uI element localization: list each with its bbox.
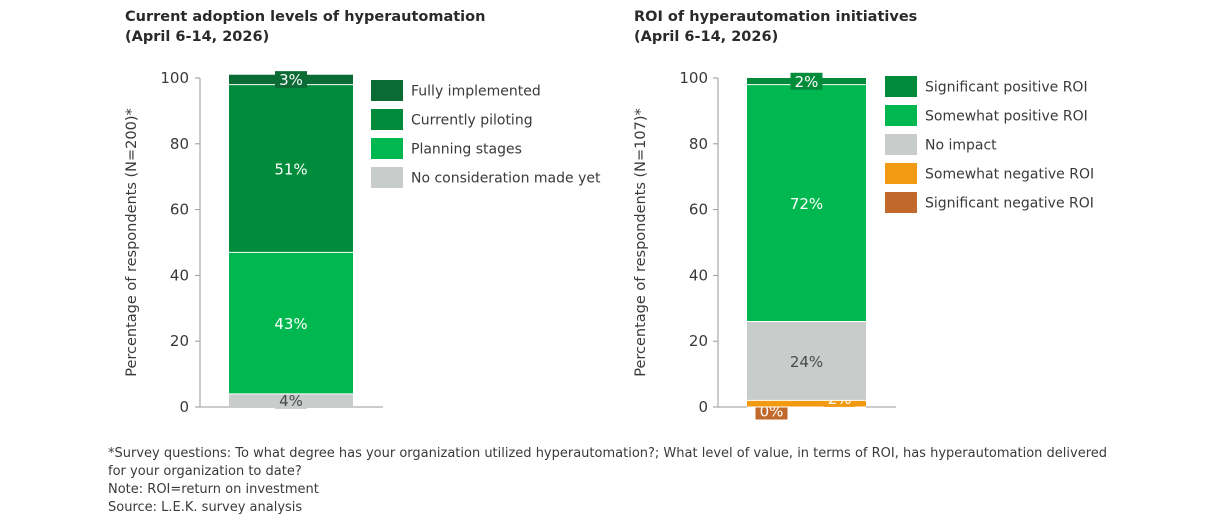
y-tick-label: 80 [170,135,189,153]
footnote-note: Note: ROI=return on investment [108,482,319,497]
legend-label: No consideration made yet [411,171,601,187]
y-tick-label: 20 [689,332,708,350]
footnote-survey-questions: *Survey questions: To what degree has yo… [108,446,1108,479]
legend-label: Somewhat positive ROI [925,109,1088,125]
legend-label: No impact [925,138,997,154]
legend-label: Somewhat negative ROI [925,167,1094,183]
y-axis-title: Percentage of respondents (N=107)* [633,108,649,377]
footnote-source: Source: L.E.K. survey analysis [108,500,303,515]
y-tick-label: 20 [170,332,189,350]
y-tick-label: 100 [679,69,708,87]
legend-swatch [371,167,403,188]
y-tick-label: 0 [179,398,189,416]
data-label-box [275,391,307,409]
legend-label: Planning stages [411,142,522,158]
data-label: 43% [274,315,307,333]
bar-segment-somewhat-negative-roi [747,400,866,407]
y-tick-label: 80 [689,135,708,153]
y-tick-label: 100 [160,69,189,87]
chart1-title: Current adoption levels of hyperautomati… [125,9,486,25]
y-tick-label: 60 [170,201,189,219]
legend-swatch [885,76,917,97]
y-axis-title: Percentage of respondents (N=200)* [124,108,140,377]
data-label: 3% [279,71,303,89]
y-tick-label: 60 [689,201,708,219]
legend-swatch [371,109,403,130]
bar-segment-no-impact [747,321,866,401]
data-label: 24% [790,353,823,371]
chart2-title-block: ROI of hyperautomation initiatives (Apri… [634,7,917,47]
chart-2: 0 20 40 60 80 100 Percentage of respondents (N… [633,69,1094,421]
legend-label: Significant positive ROI [925,80,1088,96]
chart1-title-block: Current adoption levels of hyperautomati… [125,7,485,47]
data-label-box [790,72,823,90]
y-tick-label: 40 [689,266,708,284]
footnote: *Survey questions: To what degree has yo… [108,445,1118,517]
data-label: 51% [274,160,307,178]
legend-swatch [885,105,917,126]
chart2-title: ROI of hyperautomation initiatives [634,9,918,25]
legend-swatch [885,163,917,184]
legend-swatch [885,134,917,155]
bar-segment-planning-stages [229,252,353,394]
chart1-subtitle: (April 6-14, 2026) [125,29,270,45]
y-tick-label: 0 [698,398,708,416]
chart-1: 0 20 40 60 80 100 Percentage of respondents (N… [124,69,601,416]
legend-swatch [371,138,403,159]
legend-label: Fully implemented [411,84,541,100]
legend-label: Currently piloting [411,113,533,129]
legend-label: Significant negative ROI [925,196,1094,212]
legend-swatch [885,192,917,213]
legend-swatch [371,80,403,101]
y-tick-label: 40 [170,266,189,284]
data-label: 4% [279,392,303,410]
data-label-box [275,71,307,89]
data-label: 72% [790,195,823,213]
bar-segment-currently-piloting [229,84,353,253]
bar-segment-somewhat-positive-roi [747,84,866,322]
chart2-subtitle: (April 6-14, 2026) [634,29,779,45]
data-label: 2% [795,73,819,91]
charts-canvas: 0 20 40 60 80 100 Percentage of respondents (N… [124,69,1094,421]
